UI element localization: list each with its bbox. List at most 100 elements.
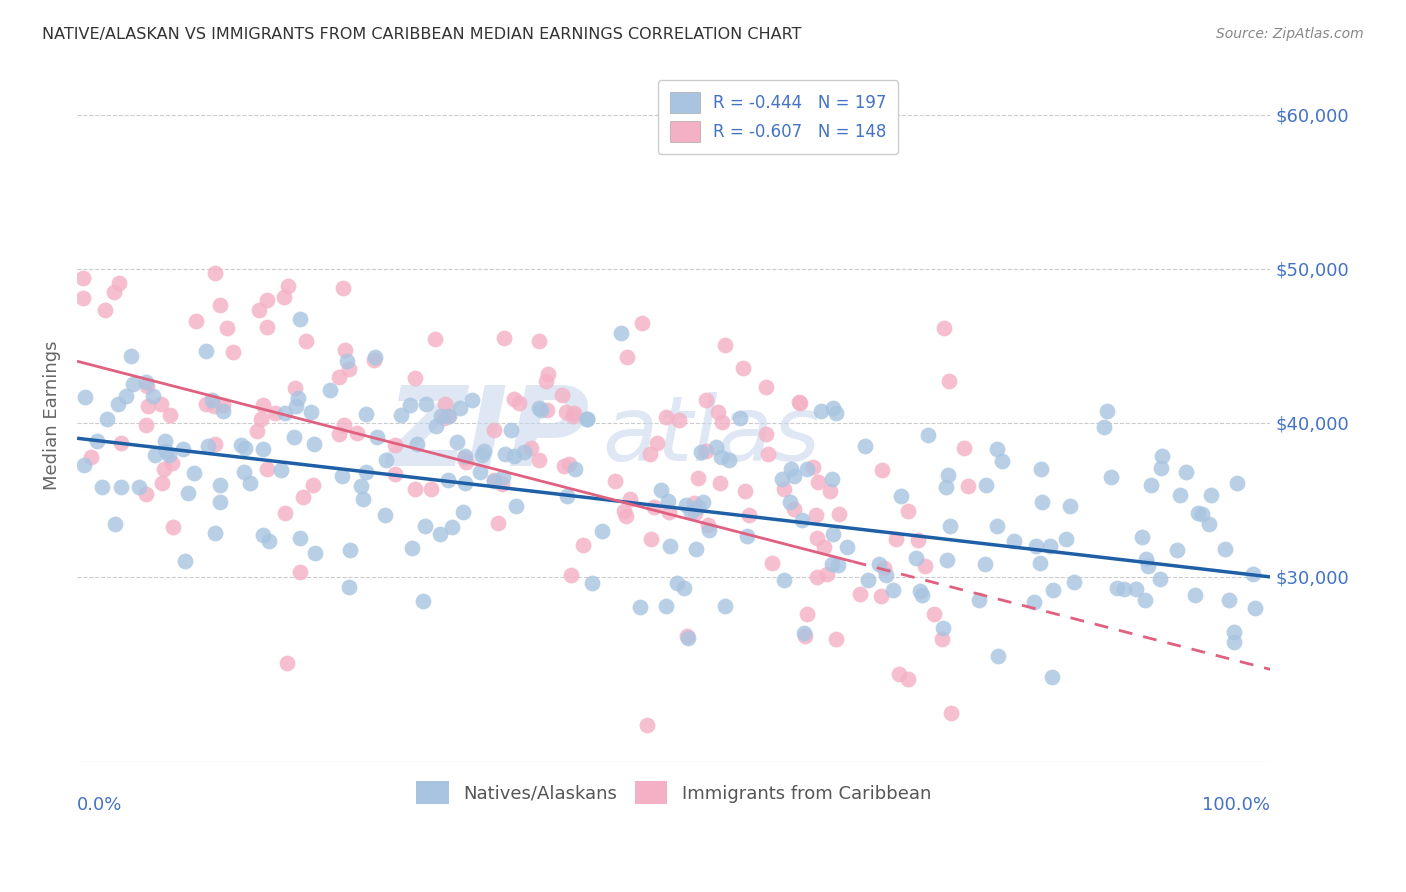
Point	[825, 632, 848, 646]
Point	[875, 568, 897, 582]
Point	[1198, 517, 1220, 532]
Point	[143, 448, 166, 462]
Point	[557, 458, 579, 472]
Point	[704, 440, 727, 454]
Point	[252, 398, 274, 412]
Point	[295, 334, 318, 348]
Point	[1223, 635, 1246, 649]
Point	[1092, 420, 1115, 434]
Point	[821, 527, 844, 541]
Point	[142, 389, 165, 403]
Point	[911, 588, 934, 602]
Point	[686, 471, 709, 485]
Point	[733, 360, 755, 375]
Point	[991, 453, 1014, 467]
Point	[215, 320, 238, 334]
Point	[553, 458, 575, 473]
Point	[710, 450, 733, 464]
Point	[527, 401, 550, 416]
Point	[256, 462, 278, 476]
Point	[1201, 488, 1223, 502]
Point	[707, 405, 730, 419]
Point	[152, 462, 174, 476]
Point	[755, 427, 778, 442]
Point	[1187, 506, 1209, 520]
Point	[527, 334, 550, 348]
Point	[160, 456, 183, 470]
Point	[502, 392, 524, 406]
Point	[284, 399, 307, 413]
Point	[194, 397, 217, 411]
Point	[887, 667, 910, 681]
Point	[1241, 567, 1264, 582]
Point	[135, 487, 157, 501]
Point	[437, 409, 460, 424]
Point	[873, 561, 896, 575]
Point	[853, 439, 876, 453]
Point	[884, 532, 907, 546]
Point	[319, 383, 342, 397]
Point	[907, 533, 929, 548]
Point	[529, 453, 551, 467]
Point	[437, 409, 460, 424]
Point	[987, 648, 1010, 663]
Point	[328, 370, 350, 384]
Point	[657, 494, 679, 508]
Point	[591, 524, 613, 538]
Point	[1149, 572, 1171, 586]
Point	[434, 397, 457, 411]
Point	[1040, 670, 1063, 684]
Point	[818, 484, 841, 499]
Point	[197, 439, 219, 453]
Text: atlas: atlas	[602, 392, 820, 480]
Point	[433, 410, 456, 425]
Point	[222, 344, 245, 359]
Point	[157, 449, 180, 463]
Point	[96, 411, 118, 425]
Point	[936, 467, 959, 482]
Point	[398, 398, 420, 412]
Point	[793, 626, 815, 640]
Point	[796, 607, 818, 622]
Point	[339, 542, 361, 557]
Point	[135, 417, 157, 432]
Point	[172, 442, 194, 456]
Point	[366, 430, 388, 444]
Point	[619, 491, 641, 506]
Y-axis label: Median Earnings: Median Earnings	[44, 341, 60, 490]
Point	[1130, 530, 1153, 544]
Point	[973, 558, 995, 572]
Point	[256, 320, 278, 334]
Point	[103, 285, 125, 299]
Point	[1136, 558, 1159, 573]
Point	[713, 599, 735, 613]
Point	[1150, 461, 1173, 475]
Point	[135, 375, 157, 389]
Point	[714, 338, 737, 352]
Point	[1095, 403, 1118, 417]
Point	[770, 472, 793, 486]
Point	[1125, 582, 1147, 596]
Point	[374, 508, 396, 522]
Point	[679, 505, 702, 519]
Point	[734, 483, 756, 498]
Point	[441, 520, 464, 534]
Point	[868, 557, 890, 571]
Point	[897, 672, 920, 686]
Point	[468, 465, 491, 479]
Point	[1039, 540, 1062, 554]
Point	[128, 480, 150, 494]
Point	[173, 554, 195, 568]
Point	[692, 495, 714, 509]
Point	[974, 478, 997, 492]
Point	[274, 506, 297, 520]
Point	[683, 496, 706, 510]
Point	[404, 482, 426, 496]
Point	[406, 436, 429, 450]
Point	[932, 321, 955, 335]
Point	[935, 553, 957, 567]
Point	[555, 489, 578, 503]
Point	[738, 508, 761, 522]
Point	[155, 434, 177, 448]
Point	[650, 483, 672, 497]
